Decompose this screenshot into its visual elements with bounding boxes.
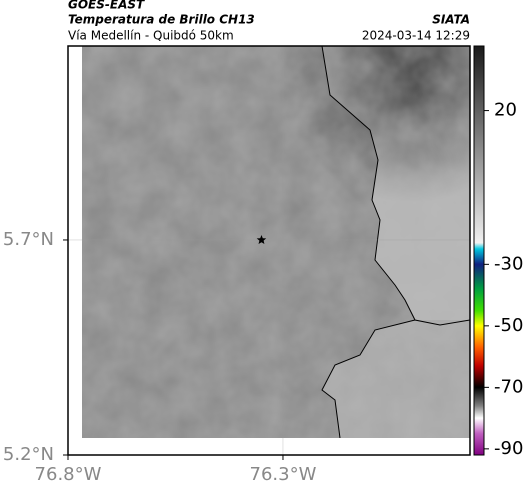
colorbar [473,45,485,456]
colorbar-label: -70 [494,376,523,397]
subtitle: Vía Medellín - Quibdó 50km [68,29,234,43]
x-tick-label: 76.3°W [250,464,317,485]
satellite-image [82,46,470,438]
timestamp: 2024-03-14 12:29 [362,29,470,43]
x-tick-label: 76.8°W [35,464,102,485]
org: SIATA [432,13,470,27]
map-frame [67,45,471,456]
location-marker [256,235,267,244]
colorbar-label: -90 [494,438,523,459]
y-tick-label: 5.2°N [3,444,54,465]
source: GOES-EAST [68,0,145,12]
title: Temperatura de Brillo CH13 [68,13,255,27]
colorbar-label: 20 [494,100,517,121]
y-tick-label: 5.7°N [3,229,54,250]
colorbar-label: -30 [494,253,523,274]
colorbar-label: -50 [494,315,523,336]
